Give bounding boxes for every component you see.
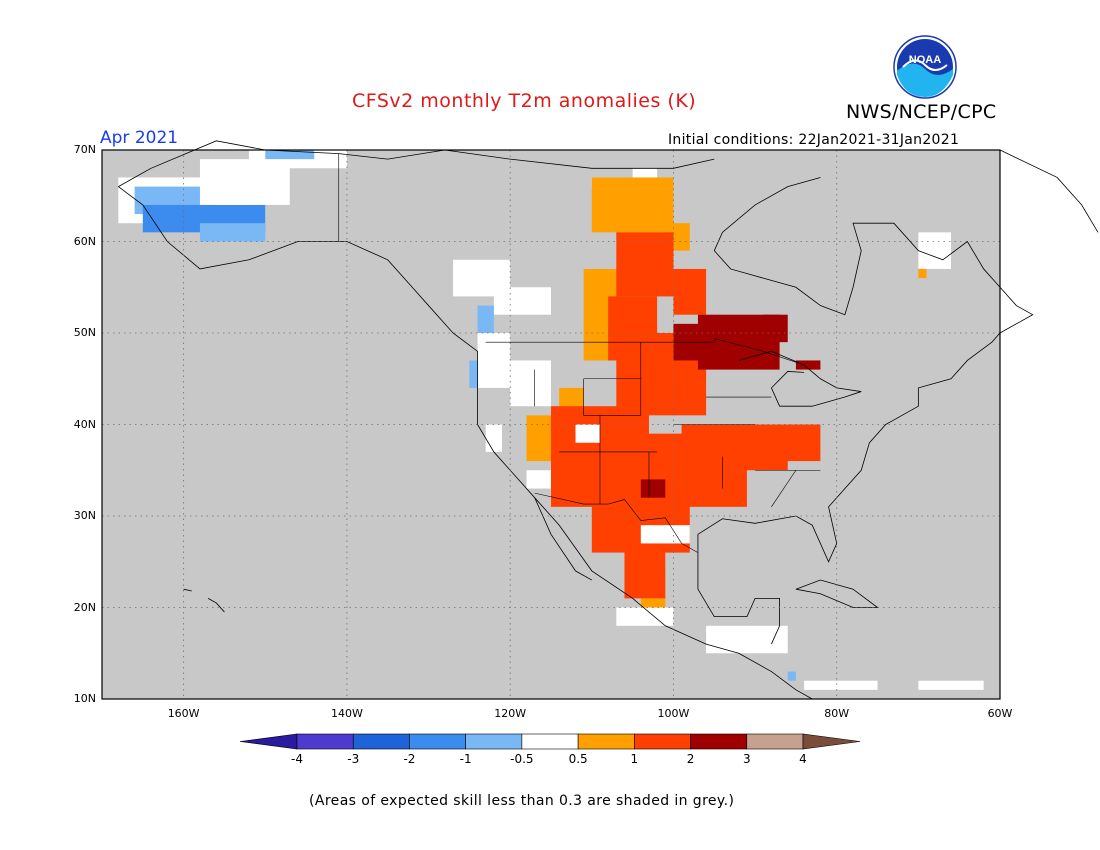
legend-swatch — [746, 733, 804, 750]
anomaly-cell — [795, 360, 821, 370]
latitude-label: 60N — [73, 234, 96, 248]
coastline — [485, 338, 805, 366]
anomaly-cell — [616, 607, 674, 626]
noaa-logo: NOAA — [893, 35, 957, 99]
legend-swatch — [296, 733, 354, 750]
anomaly-cell — [763, 424, 821, 462]
anomaly-cell — [493, 287, 551, 315]
legend-tick-label: -3 — [347, 752, 360, 766]
latitude-label: 70N — [73, 143, 96, 156]
coastline — [713, 177, 821, 251]
anomaly-cell — [706, 625, 788, 654]
legend-arrow-low — [239, 733, 298, 750]
longitude-label: 120W — [494, 707, 527, 720]
coastline — [207, 598, 225, 613]
legend-swatch — [577, 733, 635, 750]
anomaly-cell — [265, 150, 315, 160]
legend-arrow-high — [802, 733, 861, 750]
coastline — [999, 149, 1099, 233]
coastline — [771, 470, 797, 508]
logo-text: NOAA — [909, 54, 941, 66]
anomaly-cell — [918, 268, 927, 279]
legend-swatch — [690, 733, 748, 750]
anomaly-cell — [673, 268, 707, 315]
anomaly-cell — [763, 314, 788, 343]
coastline — [713, 222, 1034, 334]
legend-tick-label: 1 — [630, 752, 639, 766]
anomaly-cell — [918, 680, 984, 690]
initial-conditions: Initial conditions: 22Jan2021-31Jan2021 — [668, 132, 960, 148]
anomaly-cell — [469, 360, 478, 388]
anomaly-cell — [591, 177, 674, 233]
longitude-label: 160W — [167, 707, 200, 720]
map-frame — [101, 149, 1001, 700]
forecast-period: Apr 2021 — [100, 128, 179, 148]
anomaly-cell — [787, 671, 796, 681]
longitude-label: 80W — [824, 707, 850, 720]
legend-swatch — [352, 733, 410, 750]
latitude-label: 10N — [73, 692, 96, 705]
longitude-label: 140W — [330, 707, 363, 720]
legend-tick-label: -0.5 — [510, 752, 534, 766]
coastline — [118, 186, 813, 700]
latitude-label: 30N — [73, 509, 96, 522]
legend-swatch — [465, 733, 523, 750]
longitude-label: 60W — [987, 707, 1013, 720]
gridlines — [102, 150, 1000, 699]
legend-tick-label: -1 — [459, 752, 472, 766]
legend-swatch — [634, 733, 691, 750]
anomaly-cell — [199, 223, 266, 242]
anomaly-cell — [640, 525, 690, 544]
anomaly-cell — [804, 680, 878, 690]
anomaly-cell — [624, 543, 666, 599]
anomaly-cell — [526, 470, 551, 489]
legend-tick-label: 4 — [799, 752, 807, 766]
legend-tick-label: -4 — [291, 752, 303, 766]
anomaly-cell — [510, 360, 551, 407]
anomaly-cell — [640, 479, 666, 498]
anomaly-cell — [918, 232, 952, 269]
coastline — [738, 350, 862, 407]
legend-tick-label: 2 — [686, 752, 695, 766]
anomaly-cell — [575, 424, 600, 443]
legend-swatch — [521, 733, 579, 750]
latitude-label: 20N — [73, 600, 96, 614]
legend-tick-label: 3 — [742, 752, 751, 766]
latitude-label: 40N — [73, 417, 96, 431]
agency-label: NWS/NCEP/CPC — [846, 101, 997, 123]
coastline — [534, 492, 699, 553]
coastline — [697, 332, 1001, 563]
page-title: CFSv2 monthly T2m anomalies (K) — [352, 90, 697, 112]
footnote: (Areas of expected skill less than 0.3 a… — [309, 793, 735, 809]
anomaly-cell — [616, 232, 674, 297]
coastline — [183, 588, 192, 592]
legend-tick-label: -2 — [403, 752, 416, 766]
longitude-label: 100W — [657, 707, 690, 720]
legend-tick-label: 0.5 — [568, 752, 588, 766]
latitude-label: 50N — [73, 326, 96, 339]
legend-swatch — [409, 733, 466, 750]
